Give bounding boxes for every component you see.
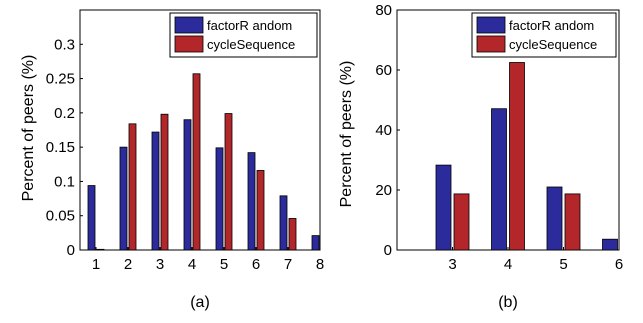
bar-a-factorrandom-3 [151,131,160,251]
x-tick-label-a-8: 8 [316,256,324,273]
y-axis-label-a: Percent of peers (%) [20,55,37,202]
legend-swatch-cyclesequence-b [476,35,506,53]
bar-b-factorrandom-3 [435,164,452,251]
chart-a: Percent of peers (%) 1 2 3 4 5 6 7 8 0 0.05 0.1 0.… [20,9,324,311]
y-tick-label-a-0.1: 0.1 [54,173,75,190]
bar-b-factorrandom-4 [491,108,507,251]
bars-a [87,73,320,251]
bar-a-factorrandom-2 [119,146,128,251]
x-tick-label-a-5: 5 [220,256,228,273]
x-tick-label-a-4: 4 [188,256,196,273]
bar-a-cyclesequence-7 [288,218,297,251]
bar-a-cyclesequence-5 [224,113,233,251]
y-tick-label-b-80: 80 [375,2,392,19]
y-tick-label-a-0.3: 0.3 [54,36,75,53]
bar-a-factorrandom-1 [87,185,96,251]
bar-b-factorrandom-5 [546,186,563,251]
bar-a-factorrandom-7 [279,195,288,251]
caption-b: (b) [498,294,518,311]
y-ticks-b: 0 20 40 60 80 [375,2,400,259]
y-tick-label-b-60: 60 [375,62,392,79]
y-tick-label-b-40: 40 [375,122,392,139]
bar-a-factorrandom-5 [215,147,224,251]
y-tick-label-a-0.05: 0.05 [46,208,75,225]
x-tick-label-b-5: 5 [559,256,567,273]
bar-a-factorrandom-6 [247,152,256,251]
x-tick-label-a-3: 3 [156,256,164,273]
x-tick-label-a-6: 6 [252,256,260,273]
bar-b-cyclesequence-3 [453,193,470,251]
bar-b-cyclesequence-4 [509,62,525,251]
y-axis-label-b: Percent of peers (%) [338,61,355,208]
y-tick-label-b-0: 0 [384,242,392,259]
legend-label-factorrandom-a: factorR andom [207,18,292,33]
x-tick-label-b-6: 6 [615,256,623,273]
bar-a-factorrandom-8 [311,235,320,251]
x-tick-label-a-7: 7 [284,256,292,273]
legend-a: factorR andom cycleSequence [169,12,318,58]
legend-label-cyclesequence-b: cycleSequence [509,37,597,52]
legend-label-factorrandom-b: factorR andom [509,18,594,33]
bar-a-cyclesequence-2 [128,123,137,251]
bar-b-cyclesequence-5 [564,193,581,251]
chart-b: Percent of peers (%) 3 4 5 6 0 20 40 60 80 fact… [338,2,623,311]
y-ticks-a: 0 0.05 0.1 0.15 0.2 0.25 0.3 [46,36,83,259]
legend-b: factorR andom cycleSequence [471,12,617,58]
bar-a-cyclesequence-3 [160,113,169,251]
x-tick-label-b-4: 4 [504,256,512,273]
legend-swatch-factorrandom-a [174,16,204,34]
y-tick-label-a-0.2: 0.2 [54,105,75,122]
x-ticks-a: 1 2 3 4 5 6 7 8 [92,247,324,273]
bars-b [435,62,618,251]
y-tick-label-a-0: 0 [67,242,75,259]
x-tick-label-a-2: 2 [124,256,132,273]
x-tick-label-a-1: 1 [92,256,100,273]
y-tick-label-b-20: 20 [375,182,392,199]
bar-b-factorrandom-6 [602,238,618,251]
bar-a-factorrandom-4 [183,119,192,251]
legend-label-cyclesequence-a: cycleSequence [207,37,295,52]
caption-a: (a) [190,294,210,311]
bar-a-cyclesequence-4 [192,73,201,251]
x-tick-label-b-3: 3 [448,256,456,273]
bar-a-cyclesequence-6 [256,170,265,251]
y-tick-label-a-0.25: 0.25 [46,71,75,88]
y-tick-label-a-0.15: 0.15 [46,139,75,156]
bar-a-cyclesequence-1 [96,248,105,251]
legend-swatch-factorrandom-b [476,16,506,34]
legend-swatch-cyclesequence-a [174,35,204,53]
x-ticks-b: 3 4 5 6 [448,247,623,273]
